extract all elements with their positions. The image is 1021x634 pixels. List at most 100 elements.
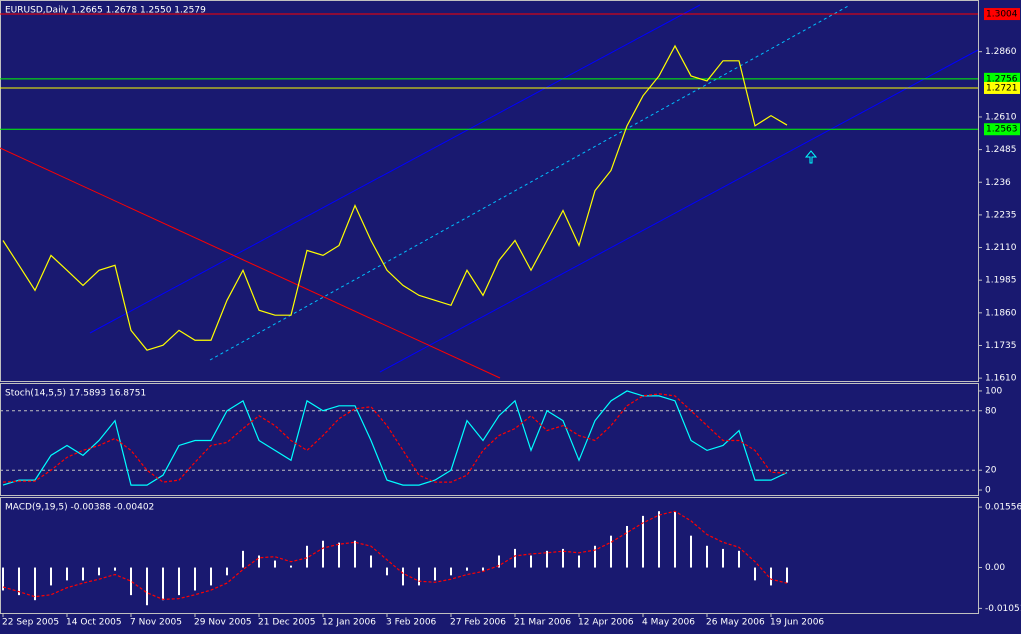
histogram-bar	[482, 567, 484, 571]
level-label: 1.2563	[986, 125, 1018, 135]
histogram-bar	[146, 567, 148, 606]
level-label-box	[984, 123, 1020, 136]
x-tick-label: 27 Feb 2006	[450, 618, 506, 628]
x-tick-label: 7 Nov 2005	[130, 618, 182, 628]
y-tick-label: 1.2110	[985, 243, 1017, 253]
y-tick-label: 80	[985, 406, 997, 416]
channel-lower	[379, 49, 979, 373]
trend-lines	[0, 4, 979, 379]
histogram-bar	[210, 567, 212, 586]
histogram-bar	[626, 525, 628, 568]
histogram-bar	[402, 567, 404, 586]
histogram-bar	[114, 567, 116, 571]
y-tick-label: 1.1610	[985, 374, 1017, 384]
histogram-bar	[82, 567, 84, 581]
histogram-bar	[594, 545, 596, 568]
level-label: 1.3004	[986, 10, 1018, 20]
x-tick-label: 19 Jun 2006	[770, 618, 824, 628]
y-tick-label: 0.01556	[985, 503, 1021, 513]
x-tick-label: 26 May 2006	[706, 618, 765, 628]
x-tick-label: 12 Jan 2006	[322, 618, 376, 628]
histogram-bar	[514, 548, 516, 568]
series-line	[2, 510, 788, 601]
level-label-box	[984, 81, 1020, 94]
channel-upper	[89, 4, 701, 334]
histogram-bar	[338, 542, 340, 568]
histogram-bar	[226, 567, 228, 576]
x-tick-label: 22 Sep 2005	[2, 618, 59, 628]
x-tick-label: 4 May 2006	[642, 618, 695, 628]
histogram-bar	[706, 545, 708, 568]
x-tick-label: 12 Apr 2006	[578, 618, 634, 628]
histogram-bar	[98, 567, 100, 576]
histogram-bar	[194, 567, 196, 591]
y-tick-label: 20	[985, 466, 997, 476]
histogram-bar	[546, 550, 548, 568]
histogram-bar	[770, 567, 772, 586]
histogram-bar	[578, 555, 580, 568]
down-trend	[0, 147, 501, 379]
histogram-bar	[386, 567, 388, 576]
y-tick-label: 1.236	[985, 178, 1011, 188]
histogram-bar	[738, 550, 740, 568]
channel-mid	[209, 4, 851, 361]
histogram-bar	[466, 567, 468, 571]
arrow-icon	[804, 150, 818, 164]
histogram-bar	[674, 511, 676, 568]
level-label-box	[984, 8, 1020, 21]
x-tick-label: 3 Feb 2006	[386, 618, 437, 628]
level-label-box	[984, 72, 1020, 85]
histogram-bar	[786, 567, 788, 583]
series-line	[2, 393, 788, 483]
panel-title: EURUSD,Daily 1.2665 1.2678 1.2550 1.2579	[5, 6, 206, 16]
y-tick-label: 1.2860	[985, 47, 1017, 57]
y-tick-label: 0	[985, 486, 991, 496]
histogram-bar	[274, 560, 276, 568]
histogram-bar	[242, 550, 244, 568]
level-label: 1.2721	[986, 83, 1018, 93]
panel-frames	[0, 0, 979, 614]
histogram-bar	[754, 567, 756, 581]
histogram-bar	[178, 567, 180, 596]
panel-title: Stoch(14,5,5) 17.5893 16.8751	[5, 389, 146, 399]
histogram-bar	[370, 555, 372, 568]
price-frame	[0, 0, 979, 382]
histogram-bar	[658, 511, 660, 568]
histogram-bar	[2, 567, 4, 591]
histogram-bar	[50, 567, 52, 586]
y-tick-label: 1.2485	[985, 145, 1017, 155]
histogram-bar	[130, 567, 132, 596]
histogram-bar	[418, 567, 420, 586]
x-tick-label: 14 Oct 2005	[66, 618, 122, 628]
x-tick-label: 29 Nov 2005	[194, 618, 252, 628]
histogram-bar	[66, 567, 68, 581]
y-tick-label: 1.2610	[985, 112, 1017, 122]
macd-frame	[0, 497, 979, 614]
x-tick-label: 21 Mar 2006	[514, 618, 571, 628]
series-line	[2, 44, 788, 351]
histogram-bar	[290, 565, 292, 568]
y-tick-label: 1.1735	[985, 341, 1017, 351]
series-line	[2, 390, 788, 486]
histogram-bar	[562, 548, 564, 568]
histogram-bar	[162, 567, 164, 601]
y-tick-label: 1.1985	[985, 276, 1017, 286]
histogram-bar	[434, 567, 436, 581]
panel-title: MACD(9,19,5) -0.00388 -0.00402	[5, 503, 154, 513]
level-label: 1.2756	[986, 74, 1018, 84]
histogram-bar	[450, 567, 452, 576]
histogram-bar	[354, 540, 356, 568]
histogram-bar	[306, 545, 308, 568]
y-tick-label: 1.2235	[985, 210, 1017, 220]
histogram-bar	[322, 540, 324, 568]
histogram-bar	[34, 567, 36, 601]
y-tick-label: 100	[985, 386, 1002, 396]
histogram-bar	[722, 548, 724, 568]
histogram-bar	[18, 567, 20, 596]
y-tick-label: -0.01051	[985, 604, 1021, 614]
histogram-bar	[530, 555, 532, 568]
stoch-frame	[0, 383, 979, 496]
histogram-bar	[498, 555, 500, 568]
